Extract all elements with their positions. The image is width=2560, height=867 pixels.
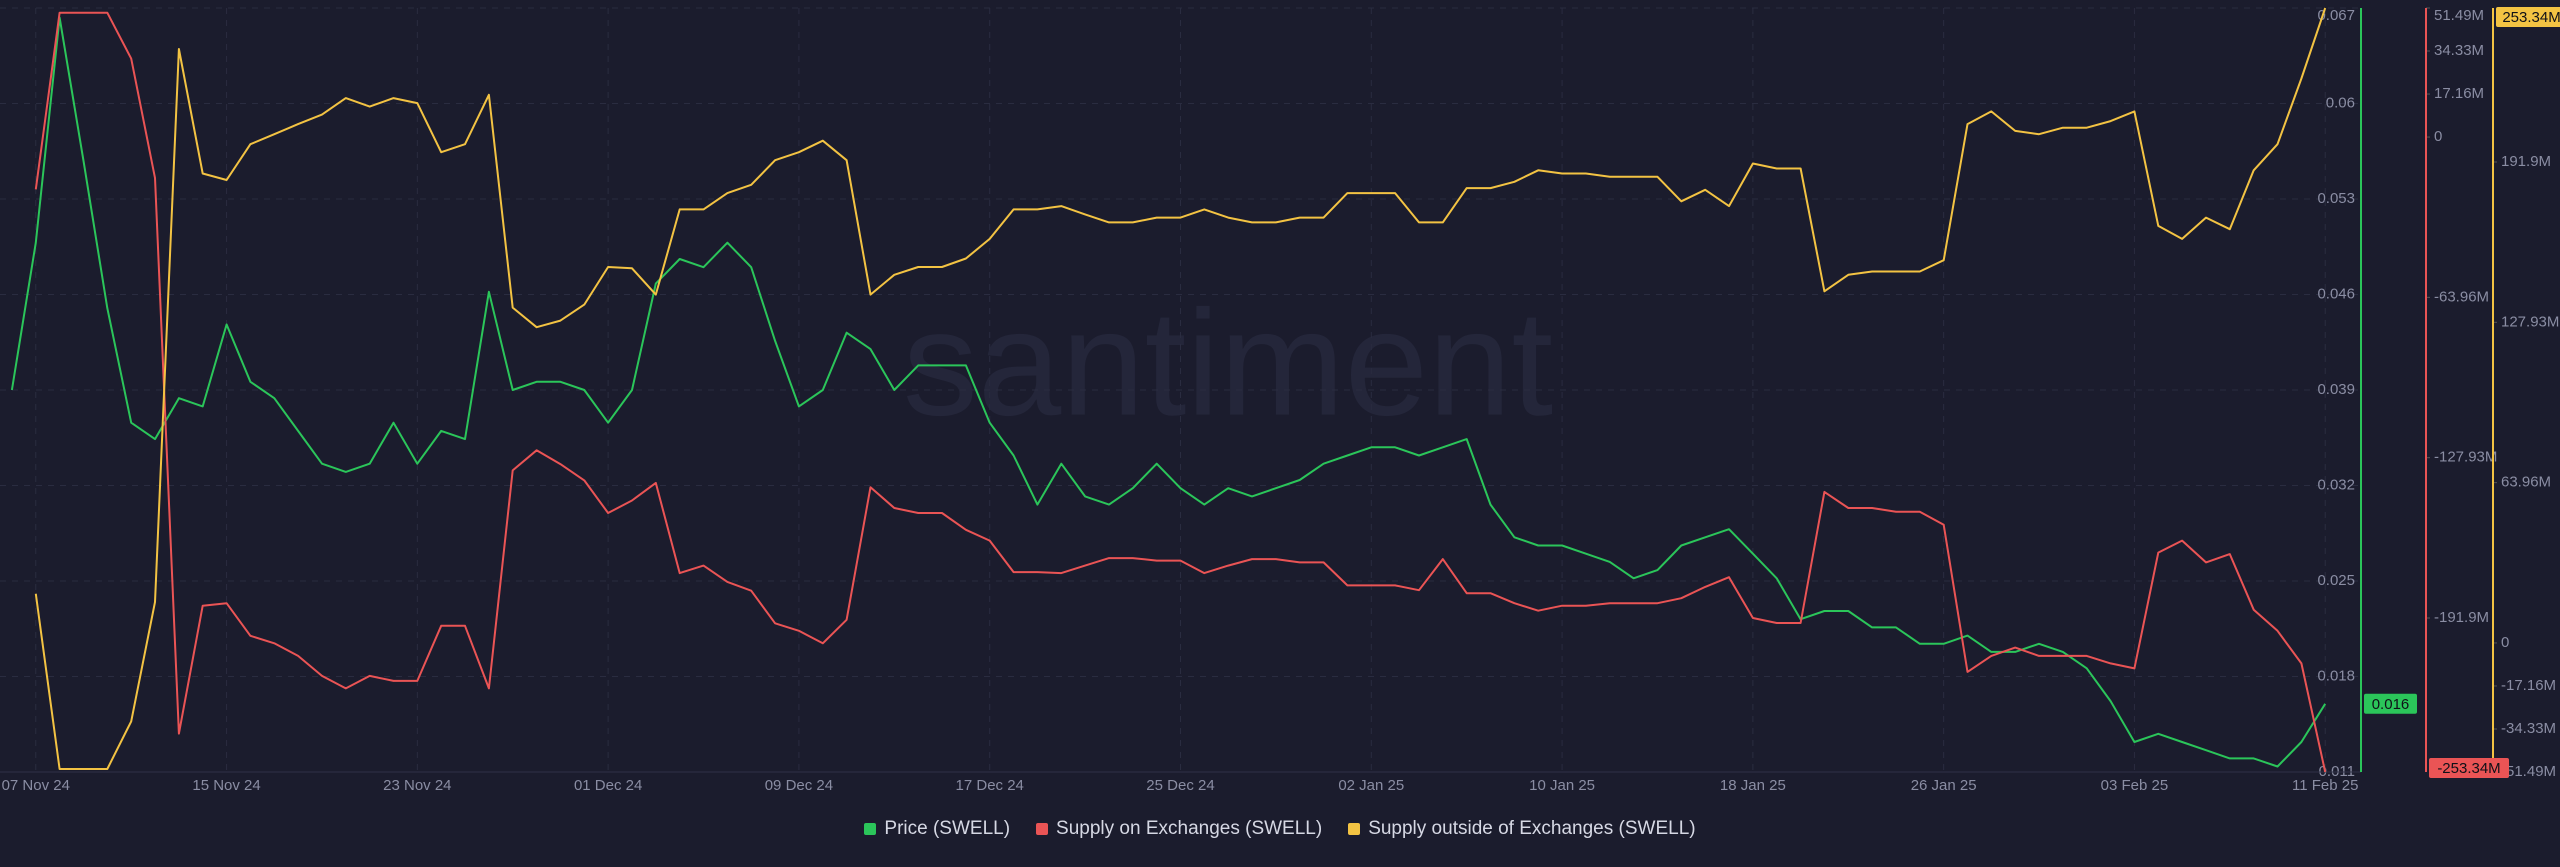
y3-tick-label: 0 bbox=[2501, 634, 2509, 651]
y3-tick-label: -51.49M bbox=[2501, 763, 2556, 780]
legend-item[interactable]: Price (SWELL) bbox=[864, 818, 1010, 840]
x-tick-label: 02 Jan 25 bbox=[1338, 777, 1404, 794]
y2-tick-label: -191.9M bbox=[2434, 609, 2489, 626]
y2-tick-label: 51.49M bbox=[2434, 7, 2484, 24]
x-tick-label: 17 Dec 24 bbox=[956, 777, 1024, 794]
y3-tick-label: 127.93M bbox=[2501, 313, 2559, 330]
y2-tick-label: 0 bbox=[2434, 128, 2442, 145]
y2-tick-label: 34.33M bbox=[2434, 42, 2484, 59]
watermark: santiment bbox=[903, 279, 1553, 447]
x-tick-label: 23 Nov 24 bbox=[383, 777, 451, 794]
x-tick-label: 10 Jan 25 bbox=[1529, 777, 1595, 794]
chart: santiment 0.011 0.018 0.025 0.032 0.039 0.046… bbox=[0, 7, 2560, 794]
value-box bbox=[2364, 693, 2417, 714]
value-box-label: 253.34M bbox=[2502, 9, 2560, 26]
legend-swatch bbox=[1036, 823, 1049, 835]
x-tick-label: 01 Dec 24 bbox=[574, 777, 642, 794]
value-box-label: -253.34M bbox=[2437, 760, 2500, 777]
value-box bbox=[2429, 758, 2509, 778]
x-tick-label: 03 Feb 25 bbox=[2101, 777, 2169, 794]
value-box-label: 0.016 bbox=[2372, 696, 2410, 713]
x-tick-label: 25 Dec 24 bbox=[1146, 777, 1214, 794]
legend-label: Price (SWELL) bbox=[884, 818, 1011, 839]
x-tick-label: 09 Dec 24 bbox=[765, 777, 833, 794]
y3-tick-label: -34.33M bbox=[2501, 720, 2556, 737]
y-tick-label: 0.025 bbox=[2317, 572, 2355, 589]
y-tick-label: 0.032 bbox=[2317, 476, 2355, 493]
y-tick-label: 0.011 bbox=[2319, 763, 2355, 780]
x-tick-label: 18 Jan 25 bbox=[1720, 777, 1786, 794]
legend: Price (SWELL) Supply on Exchanges (SWELL)… bbox=[0, 818, 2560, 840]
y3-tick-label: 191.9M bbox=[2501, 153, 2551, 170]
series-line bbox=[34, 11, 2327, 773]
legend-swatch bbox=[864, 823, 877, 835]
y3-tick-label: -17.16M bbox=[2501, 677, 2556, 694]
legend-label: Supply on Exchanges (SWELL) bbox=[1056, 818, 1323, 839]
y2-tick-label: 17.16M bbox=[2434, 85, 2484, 102]
legend-label: Supply outside of Exchanges (SWELL) bbox=[1368, 818, 1696, 839]
y-tick-label: 0.053 bbox=[2317, 190, 2355, 207]
y2-tick-label: -127.93M bbox=[2434, 449, 2497, 466]
legend-item[interactable]: Supply outside of Exchanges (SWELL) bbox=[1348, 818, 1696, 840]
legend-item[interactable]: Supply on Exchanges (SWELL) bbox=[1036, 818, 1322, 840]
y-tick-label: 0.018 bbox=[2317, 667, 2355, 684]
x-tick-label: 26 Jan 25 bbox=[1911, 777, 1977, 794]
value-box bbox=[2496, 7, 2560, 27]
series-line bbox=[34, 7, 2327, 770]
series-line bbox=[10, 16, 2327, 768]
y-tick-label: 0.067 bbox=[2317, 7, 2355, 24]
y3-tick-label: 63.96M bbox=[2501, 474, 2551, 491]
x-tick-label: 07 Nov 24 bbox=[2, 777, 70, 794]
y-tick-label: 0.039 bbox=[2317, 381, 2355, 398]
y2-tick-label: -63.96M bbox=[2434, 288, 2489, 305]
y-tick-label: 0.06 bbox=[2326, 94, 2355, 111]
y-tick-label: 0.046 bbox=[2317, 285, 2355, 302]
x-tick-label: 15 Nov 24 bbox=[192, 777, 260, 794]
x-tick-label: 11 Feb 25 bbox=[2292, 777, 2358, 794]
legend-swatch bbox=[1348, 823, 1361, 835]
